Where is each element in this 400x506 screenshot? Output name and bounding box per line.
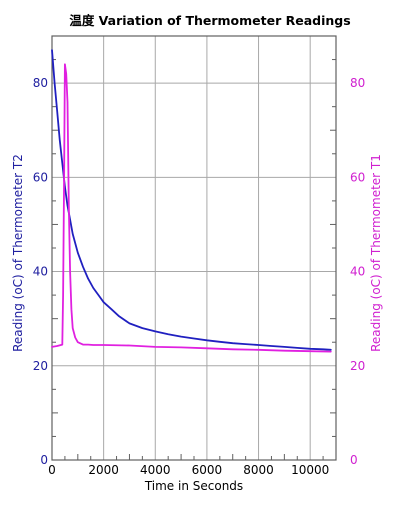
x-tick-label: 6000 xyxy=(192,463,223,477)
y-tick-label-left: 40 xyxy=(33,265,48,279)
tick-labels: 0 2000 4000 6000 8000 10000 0 20 40 60 80 0 20 40 60 80 xyxy=(33,76,366,477)
y-tick-label-right: 60 xyxy=(350,170,365,184)
x-tick-label: 4000 xyxy=(140,463,171,477)
y-tick-label-right: 80 xyxy=(350,76,365,90)
series-line-t2 xyxy=(51,49,332,351)
y-tick-label-right: 20 xyxy=(350,359,365,373)
y-axis-label-left: Reading (oC) of Thermometer T2 xyxy=(11,154,25,352)
y-tick-label-right: 40 xyxy=(350,265,365,279)
y-tick-label-right: 0 xyxy=(350,453,358,467)
y-axis-label-right: Reading (oC) of Thermometer T1 xyxy=(369,154,383,352)
y-tick-label-left: 0 xyxy=(40,453,48,467)
x-tick-label: 0 xyxy=(48,463,56,477)
x-axis-label: Time in Seconds xyxy=(144,479,243,493)
y-tick-label-left: 20 xyxy=(33,359,48,373)
y-tick-label-left: 60 xyxy=(33,170,48,184)
x-tick-label: 10000 xyxy=(291,463,329,477)
grid-lines xyxy=(52,36,336,460)
plot-area xyxy=(51,35,337,461)
x-tick-label: 2000 xyxy=(88,463,119,477)
x-tick-label: 8000 xyxy=(243,463,274,477)
chart-title: 温度 Variation of Thermometer Readings xyxy=(69,13,350,28)
series-layer xyxy=(51,49,332,353)
series-line-t1 xyxy=(51,63,332,353)
y-tick-label-left: 80 xyxy=(33,76,48,90)
